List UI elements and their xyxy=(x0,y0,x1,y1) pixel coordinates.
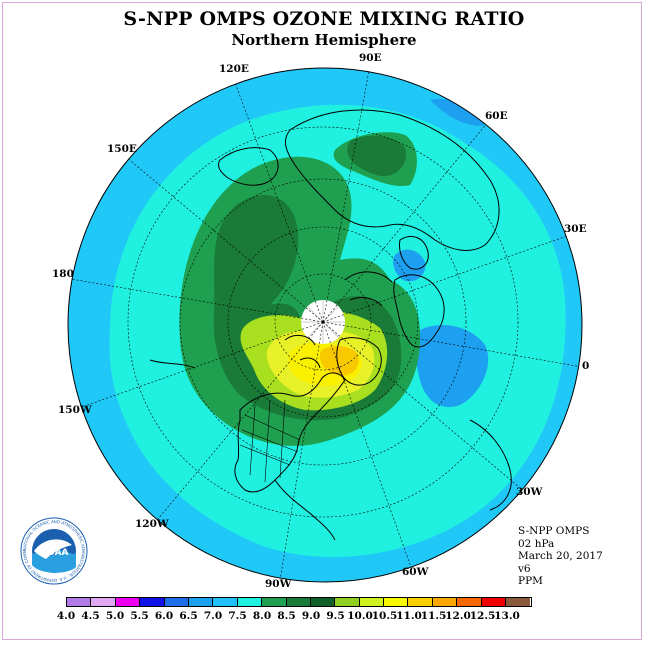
lon-label-120e: 120E xyxy=(219,63,249,75)
colorbar-tick-label: 7.5 xyxy=(228,610,247,622)
contour-blue-patch xyxy=(392,249,426,282)
colorbar-swatch xyxy=(213,598,238,606)
colorbar-tick-label: 12.0 xyxy=(445,610,471,622)
colorbar-tick-label: 9.5 xyxy=(326,610,345,622)
info-date: March 20, 2017 xyxy=(518,550,603,562)
colorbar-swatch xyxy=(457,598,482,606)
lon-label-90w: 90W xyxy=(265,578,292,590)
colorbar-tick-label: 5.0 xyxy=(105,610,125,622)
colorbar-tick-label: 10.5 xyxy=(371,610,398,622)
coastline-siberia-north xyxy=(344,271,393,307)
info-version: v6 xyxy=(518,562,531,575)
noaa-logo: NOAA NATIONAL OCEANIC AND ATMOSPHERIC AD… xyxy=(20,517,88,585)
map-boundary xyxy=(67,67,583,583)
lon-label-150e: 150E xyxy=(107,143,137,155)
info-block: S-NPP OMPS 02 hPa March 20, 2017 v6 PPM xyxy=(518,525,603,588)
coastline-east-asia xyxy=(217,147,279,186)
colorbar-swatch xyxy=(286,598,311,606)
contour-blue-patch xyxy=(430,99,485,126)
colorbar-tick-label: 9.0 xyxy=(301,610,321,622)
colorbar-tick-label: 10.0 xyxy=(347,610,373,622)
colorbar-swatch xyxy=(164,598,189,606)
colorbar-swatch xyxy=(67,598,92,606)
map-title: S-NPP OMPS OZONE MIXING RATIO xyxy=(123,8,525,30)
coastline-aleutians xyxy=(149,359,196,369)
colorbar-swatch xyxy=(140,598,165,606)
coastline-scandinavia xyxy=(399,236,429,270)
coastline-greenland xyxy=(336,337,382,386)
map-subtitle: Northern Hemisphere xyxy=(231,31,417,49)
colorbar-swatch xyxy=(408,598,433,606)
colorbar-tick-label: 6.5 xyxy=(179,610,198,622)
colorbar-swatch xyxy=(335,598,360,606)
colorbar-tick-label: 11.0 xyxy=(396,610,422,622)
lon-label-180: 180 xyxy=(52,268,74,280)
lon-label-30w: 30W xyxy=(516,486,543,498)
lon-label-120w: 120W xyxy=(135,518,169,530)
contour-level-8-5 xyxy=(347,135,407,177)
info-level: 02 hPa xyxy=(518,537,555,550)
contour-blue-patch xyxy=(415,325,489,408)
colorbar-tick-label: 4.0 xyxy=(56,610,76,622)
colorbar-swatch xyxy=(262,598,287,606)
meridian-lines xyxy=(68,68,582,581)
colorbar-swatch xyxy=(384,598,409,606)
colorbar-tick-label: 5.5 xyxy=(130,610,149,622)
coastline-europe xyxy=(393,274,445,348)
colorbar-swatch xyxy=(506,598,531,606)
colorbar-tick-label: 8.0 xyxy=(252,610,272,622)
colorbar-swatch xyxy=(481,598,507,606)
colorbar-swatch xyxy=(115,598,141,606)
us-state-boundaries xyxy=(239,399,301,483)
colorbar xyxy=(66,597,532,607)
colorbar-tick-label: 6.0 xyxy=(154,610,174,622)
lon-label-0: 0 xyxy=(582,360,590,372)
lon-label-60w: 60W xyxy=(402,566,429,578)
noaa-logo-text: NOAA xyxy=(40,548,69,558)
lon-label-90e: 90E xyxy=(359,52,382,64)
colorbar-tick-label: 4.5 xyxy=(81,610,100,622)
coastline-africa-top xyxy=(469,419,512,511)
info-instrument: S-NPP OMPS xyxy=(518,525,590,537)
colorbar-swatch xyxy=(310,598,336,606)
contour-level-11 xyxy=(319,346,359,376)
colorbar-tick-label: 12.5 xyxy=(469,610,496,622)
lon-label-150w: 150W xyxy=(58,404,92,416)
coastline-north-america xyxy=(234,372,346,493)
colorbar-tick-label: 7.0 xyxy=(203,610,223,622)
colorbar-swatch xyxy=(188,598,214,606)
colorbar-tick-label: 13.0 xyxy=(494,610,520,622)
colorbar-tick-label: 8.5 xyxy=(277,610,296,622)
lon-label-60e: 60E xyxy=(485,110,508,122)
latitude-circles xyxy=(127,126,519,518)
page-frame xyxy=(2,2,642,640)
coastline-canada-islands xyxy=(284,334,321,369)
colorbar-tick-label: 11.5 xyxy=(420,610,447,622)
coastlines xyxy=(149,109,512,541)
coastline-asia xyxy=(284,109,500,251)
colorbar-swatch xyxy=(359,598,385,606)
colorbar-swatch xyxy=(237,598,263,606)
colorbar-swatch xyxy=(432,598,458,606)
coastline-central-america xyxy=(274,479,336,541)
colorbar-swatch xyxy=(91,598,116,606)
lon-label-30e: 30E xyxy=(564,223,587,235)
info-units: PPM xyxy=(518,575,543,587)
